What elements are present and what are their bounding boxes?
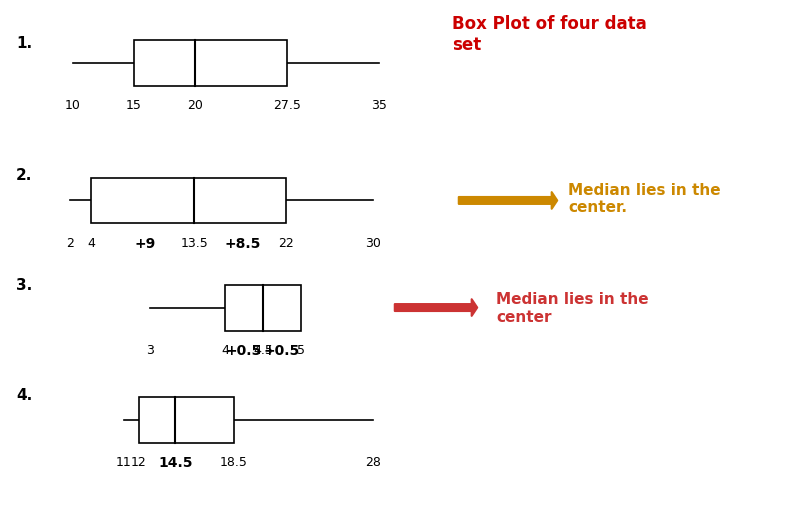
- Text: 10: 10: [65, 99, 81, 112]
- Text: 4: 4: [87, 237, 95, 249]
- Text: 4.5: 4.5: [253, 344, 273, 356]
- Text: 3.: 3.: [16, 277, 32, 293]
- Text: 3: 3: [146, 344, 154, 356]
- Text: 30: 30: [365, 237, 381, 249]
- Text: Median lies in the
center.: Median lies in the center.: [568, 182, 721, 215]
- Text: 11: 11: [116, 456, 132, 468]
- Text: 18.5: 18.5: [220, 456, 248, 468]
- Text: 22: 22: [278, 237, 294, 249]
- Text: 28: 28: [366, 456, 382, 468]
- Bar: [138, 397, 234, 443]
- Text: 4.: 4.: [16, 387, 32, 402]
- Text: +9: +9: [134, 237, 156, 250]
- Text: 13.5: 13.5: [180, 237, 208, 249]
- Text: Box Plot of four data
set: Box Plot of four data set: [452, 15, 646, 54]
- Text: 12: 12: [130, 456, 146, 468]
- Text: 2: 2: [66, 237, 74, 249]
- Text: Median lies in the
center: Median lies in the center: [496, 292, 649, 324]
- Text: 15: 15: [126, 99, 142, 112]
- Text: 35: 35: [371, 99, 387, 112]
- Text: +0.5: +0.5: [263, 344, 300, 357]
- Bar: [134, 41, 287, 87]
- Bar: [225, 285, 301, 331]
- Text: 20: 20: [187, 99, 203, 112]
- Text: 4: 4: [222, 344, 229, 356]
- Text: +8.5: +8.5: [225, 237, 261, 250]
- Text: +0.5: +0.5: [226, 344, 262, 357]
- Text: 27.5: 27.5: [274, 99, 301, 112]
- Text: 1.: 1.: [16, 36, 32, 51]
- Text: 2.: 2.: [16, 168, 32, 183]
- Bar: [91, 178, 286, 224]
- Text: 5: 5: [297, 344, 305, 356]
- Text: 14.5: 14.5: [158, 456, 193, 469]
